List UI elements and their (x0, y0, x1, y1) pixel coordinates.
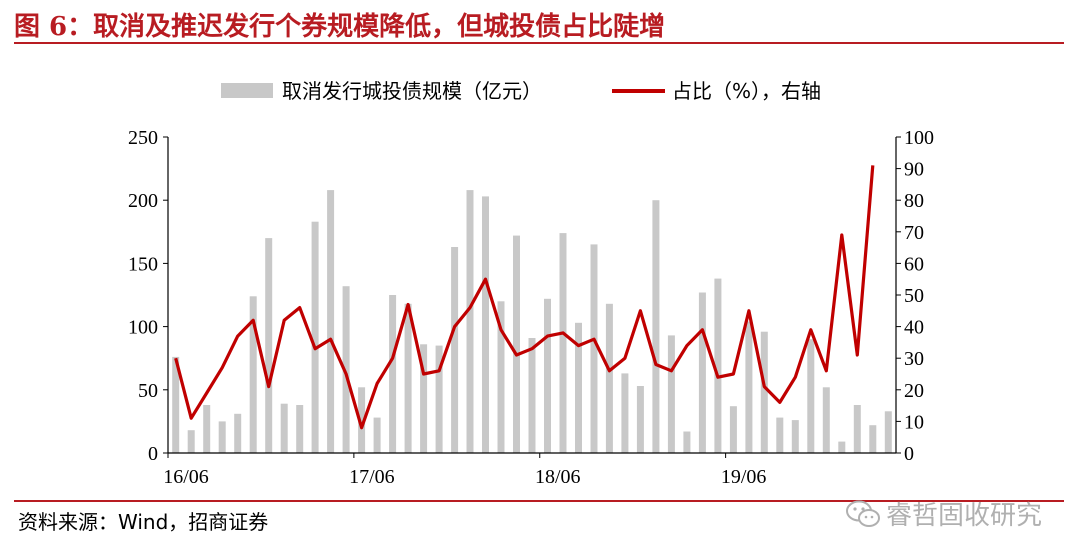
bar-series (172, 190, 892, 453)
bar (420, 344, 428, 453)
bar (559, 233, 567, 453)
left-tick-label: 0 (148, 443, 158, 465)
left-tick-label: 200 (128, 190, 158, 212)
watermark-text: 睿哲固收研究 (886, 501, 1043, 531)
bar (791, 420, 799, 453)
left-tick-label: 150 (128, 253, 158, 275)
line-series (174, 165, 875, 430)
bar (838, 441, 846, 453)
bar (280, 403, 288, 453)
bar (327, 190, 335, 453)
bar (590, 244, 598, 453)
bar (652, 200, 660, 453)
combo-chart: 0 50 100 150 200 250 0 10 20 30 40 50 60 70 80 90 100 16/… (128, 79, 934, 488)
legend-line-label: 占比（%），右轴 (672, 79, 821, 103)
share-line (174, 165, 875, 430)
right-tick-label: 100 (904, 127, 934, 149)
x-tick-label: 18/06 (535, 466, 581, 488)
bar (745, 321, 753, 453)
bar (497, 301, 505, 453)
bar (884, 411, 892, 453)
bar (358, 387, 366, 453)
bar (404, 303, 412, 453)
bar (172, 356, 180, 453)
bar (822, 387, 830, 453)
x-tick-label: 19/06 (721, 466, 767, 488)
watermark: 睿哲固收研究 (846, 495, 1042, 532)
bar (714, 278, 722, 453)
bar (296, 405, 304, 453)
bar (636, 386, 644, 453)
bar (389, 295, 397, 453)
bar (311, 221, 319, 453)
right-tick-label: 70 (904, 222, 924, 244)
bar (435, 345, 443, 453)
bar (621, 373, 629, 453)
source-note: 资料来源：Wind，招商证券 (18, 510, 269, 534)
bar (729, 406, 737, 453)
right-tick-label: 20 (904, 380, 924, 402)
bar (373, 417, 381, 453)
bar (869, 425, 877, 453)
right-tick-label: 50 (904, 285, 924, 307)
title-divider (14, 42, 1064, 44)
x-tick-label: 17/06 (349, 466, 395, 488)
right-tick-label: 10 (904, 411, 924, 433)
right-tick-label: 90 (904, 159, 924, 181)
bar (342, 286, 350, 453)
bar (466, 190, 474, 453)
legend: 取消发行城投债规模（亿元） 占比（%），右轴 (221, 79, 821, 103)
bar (218, 421, 226, 453)
bar (234, 413, 242, 453)
figure-title: 图 6：取消及推迟发行个券规模降低，但城投债占比陡增 (14, 12, 666, 42)
left-tick-label: 100 (128, 317, 158, 339)
bar (605, 303, 613, 453)
axes: 0 50 100 150 200 250 0 10 20 30 40 50 60 70 80 90 100 16/… (128, 127, 934, 488)
legend-bar-swatch (221, 83, 273, 98)
legend-bar-label: 取消发行城投债规模（亿元） (282, 79, 542, 103)
bar (667, 335, 675, 453)
bar (187, 430, 195, 453)
right-tick-label: 30 (904, 348, 924, 370)
bar (683, 431, 691, 453)
wechat-icon (846, 500, 880, 527)
left-tick-label: 250 (128, 127, 158, 149)
bar (807, 339, 815, 453)
x-tick-label: 16/06 (163, 466, 209, 488)
bar (513, 235, 520, 453)
bar (544, 298, 551, 453)
bar (698, 292, 706, 453)
right-tick-label: 80 (904, 190, 924, 212)
left-tick-label: 50 (138, 380, 158, 402)
right-tick-label: 0 (904, 443, 914, 465)
bar (776, 417, 784, 453)
bar (203, 405, 211, 453)
bar (528, 338, 536, 453)
bar (451, 247, 459, 453)
bar (265, 238, 273, 453)
bar (482, 196, 489, 453)
right-tick-label: 60 (904, 253, 924, 275)
bar (853, 405, 861, 453)
footer-divider (14, 500, 1064, 502)
bar (249, 296, 257, 453)
bar (760, 331, 768, 453)
bar (575, 322, 582, 453)
right-tick-label: 40 (904, 317, 924, 339)
